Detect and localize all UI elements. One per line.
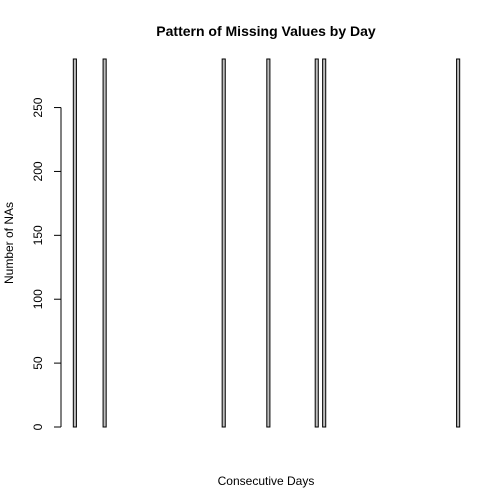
bar-day-53 bbox=[267, 59, 270, 427]
chart-title: Pattern of Missing Values by Day bbox=[156, 23, 376, 39]
bar-day-1 bbox=[73, 59, 76, 427]
bars-group bbox=[73, 59, 459, 427]
bar-day-9 bbox=[103, 59, 106, 427]
y-tick-label-250: 250 bbox=[31, 97, 45, 117]
x-axis-label: Consecutive Days bbox=[218, 474, 315, 488]
bar-day-68 bbox=[323, 59, 326, 427]
bar-day-66 bbox=[315, 59, 318, 427]
y-tick-label-0: 0 bbox=[31, 423, 45, 430]
bar-day-104 bbox=[457, 59, 460, 427]
y-axis: 0 50 100 150 200 250 bbox=[31, 97, 61, 430]
y-tick-label-200: 200 bbox=[31, 161, 45, 181]
y-tick-label-50: 50 bbox=[31, 356, 45, 370]
y-tick-label-100: 100 bbox=[31, 289, 45, 309]
y-tick-label-150: 150 bbox=[31, 225, 45, 245]
bar-day-41 bbox=[222, 59, 225, 427]
y-axis-label: Number of NAs bbox=[2, 202, 16, 284]
